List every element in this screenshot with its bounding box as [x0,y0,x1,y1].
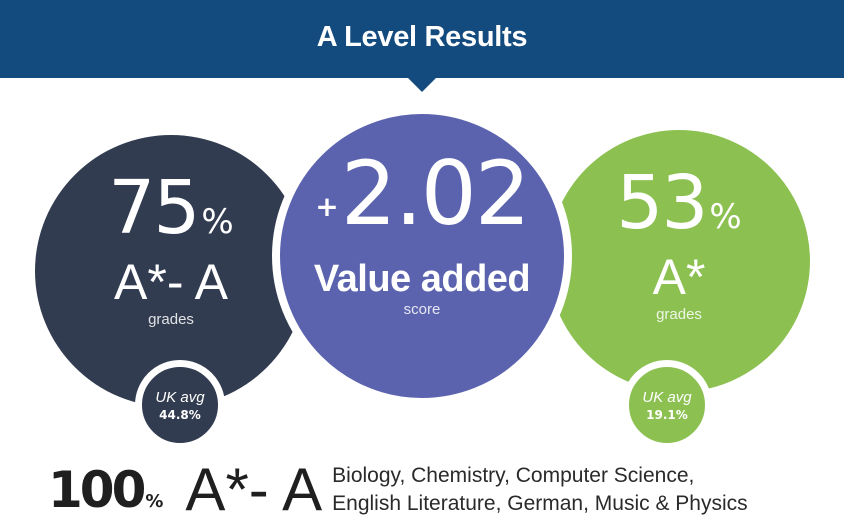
summary-number: 100 [48,461,146,519]
stat-value: 75% [108,171,233,245]
stat-caption: grades [148,311,194,328]
stat-circle-value-added: +2.02 Value added score [272,106,572,406]
stat-grade: A*- A [114,254,228,310]
subjects-summary: 100% A*- A Biology, Chemistry, Computer … [48,452,748,528]
stat-value: +2.02 [315,142,531,245]
uk-avg-label: UK avg [155,388,205,406]
stat-grade: A* [652,249,706,305]
stat-number: 2.02 [340,142,531,245]
uk-avg-value: 44.8% [159,407,201,422]
summary-grade: A*- A [185,456,323,523]
stat-title: Value added [313,258,531,300]
header-banner: A Level Results [0,0,844,78]
percent-sign: % [145,491,164,512]
subjects-list: Biology, Chemistry, Computer Science, En… [332,462,748,519]
stat-number: 53 [616,160,708,246]
subjects-line-2: English Literature, German, Music & Phys… [332,492,748,515]
stat-caption: grades [656,306,702,323]
uk-average-badge-a-star: UK avg 19.1% [622,360,712,450]
plus-sign: + [315,190,339,223]
percent-sign: % [201,202,234,242]
summary-value: 100% [48,465,163,515]
banner-pointer [408,78,436,92]
stat-number: 75 [108,165,200,251]
page-title: A Level Results [316,20,528,53]
percent-sign: % [709,197,742,237]
uk-average-badge-a-star-to-a: UK avg 44.8% [135,360,225,450]
subjects-line-1: Biology, Chemistry, Computer Science, [332,463,695,487]
stat-caption: score [403,301,441,318]
stat-value: 53% [616,166,741,240]
uk-avg-value: 19.1% [646,407,688,422]
uk-avg-label: UK avg [642,388,692,406]
stat-circle-a-star: 53% A* grades [548,130,810,392]
